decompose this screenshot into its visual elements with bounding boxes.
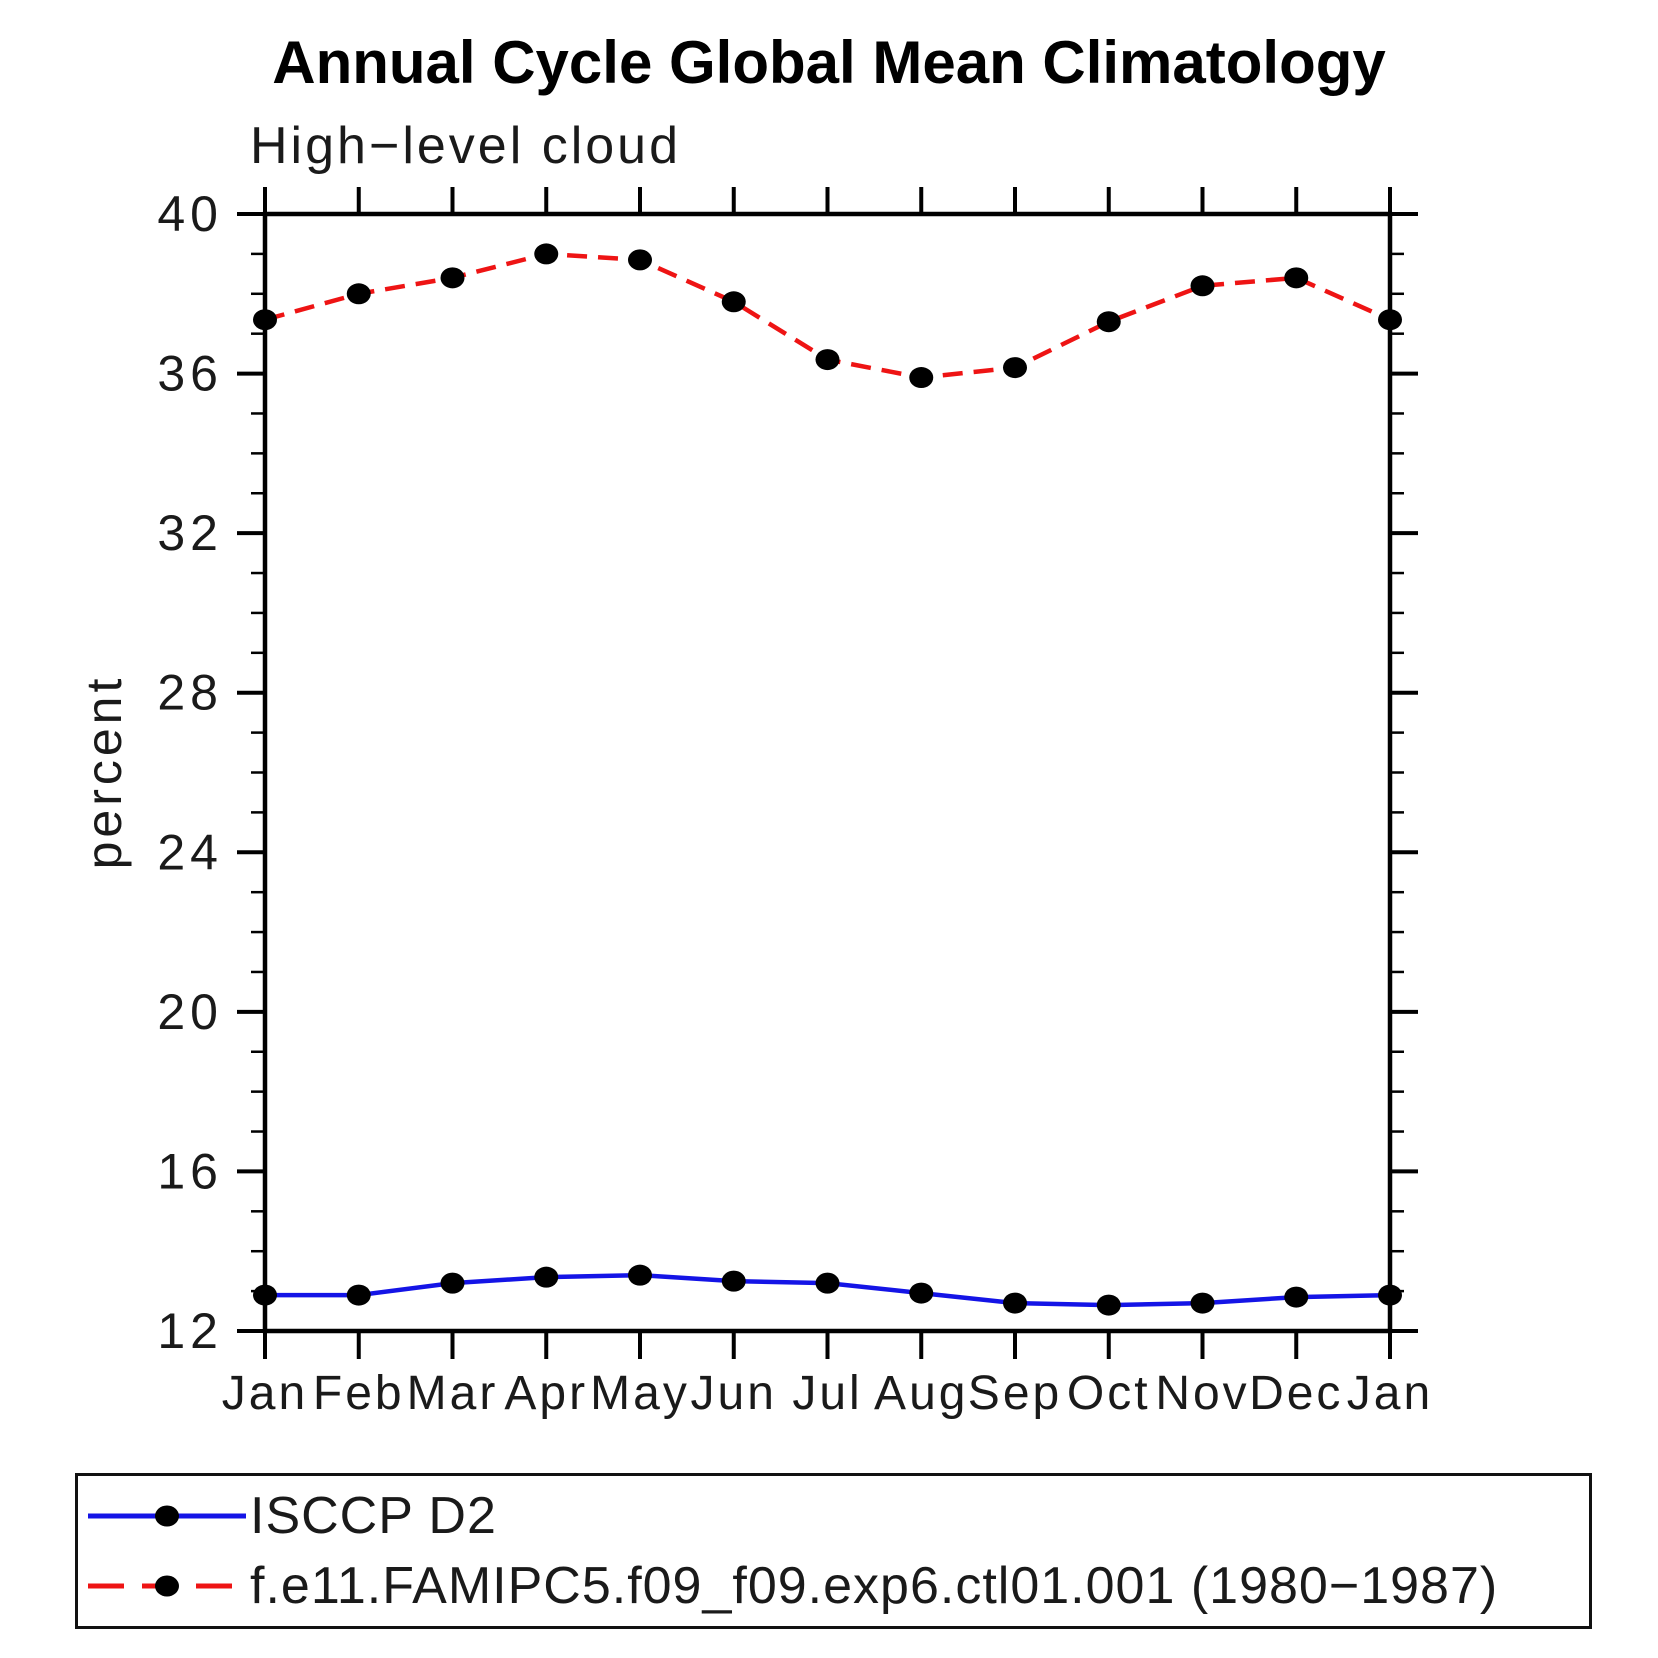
svg-text:Sep: Sep [968,1367,1062,1420]
svg-text:12: 12 [157,1303,223,1359]
svg-text:Apr: Apr [504,1367,588,1420]
legend-marker-icon [155,1505,179,1527]
chart-subtitle: High−level cloud [250,117,682,175]
svg-text:40: 40 [157,186,223,242]
svg-text:Jul: Jul [792,1367,862,1420]
svg-text:Aug: Aug [874,1367,968,1420]
svg-text:20: 20 [157,984,223,1040]
svg-text:36: 36 [157,346,223,402]
svg-text:24: 24 [157,824,223,880]
svg-text:Jan: Jan [1347,1367,1433,1420]
svg-text:Jun: Jun [691,1367,777,1420]
chart-title: Annual Cycle Global Mean Climatology [272,29,1386,96]
legend-marker-icon [155,1575,179,1597]
legend: ISCCP D2 f.e11.FAMIPC5.f09_f09.exp6.ctl0… [75,1473,1592,1629]
svg-text:Dec: Dec [1249,1367,1343,1420]
legend-item-label: f.e11.FAMIPC5.f09_f09.exp6.ctl01.001 (19… [250,1557,1499,1615]
svg-text:Nov: Nov [1155,1367,1249,1420]
legend-item: ISCCP D2 [78,1486,1589,1546]
legend-item: f.e11.FAMIPC5.f09_f09.exp6.ctl01.001 (19… [78,1556,1589,1616]
svg-text:Mar: Mar [407,1367,499,1420]
svg-text:May: May [590,1367,690,1420]
svg-text:16: 16 [157,1143,223,1199]
legend-line-sample-dashed [88,1575,246,1597]
svg-text:Jan: Jan [222,1367,308,1420]
svg-text:32: 32 [157,505,223,561]
svg-text:28: 28 [157,665,223,721]
svg-text:Feb: Feb [313,1367,405,1420]
svg-text:Oct: Oct [1067,1367,1151,1420]
legend-item-label: ISCCP D2 [250,1487,497,1545]
legend-line-sample-solid [88,1505,246,1527]
